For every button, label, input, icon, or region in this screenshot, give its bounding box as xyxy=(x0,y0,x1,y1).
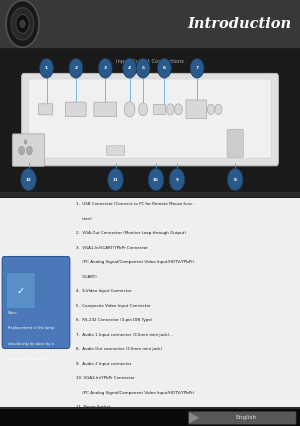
Text: 4: 4 xyxy=(128,66,131,70)
FancyBboxPatch shape xyxy=(0,51,300,194)
Polygon shape xyxy=(189,412,200,423)
Text: 10: 10 xyxy=(153,178,159,181)
Circle shape xyxy=(24,140,27,144)
Text: 2: 2 xyxy=(74,66,77,70)
FancyBboxPatch shape xyxy=(186,100,207,119)
Circle shape xyxy=(169,168,185,191)
FancyBboxPatch shape xyxy=(12,134,45,166)
Text: qualified technician.: qualified technician. xyxy=(8,357,45,361)
Circle shape xyxy=(227,168,243,191)
FancyBboxPatch shape xyxy=(154,104,166,115)
Circle shape xyxy=(40,58,53,78)
Circle shape xyxy=(11,8,34,40)
FancyBboxPatch shape xyxy=(106,146,125,155)
Text: 2.  VGA-Out Connector (Monitor Loop-through Output): 2. VGA-Out Connector (Monitor Loop-throu… xyxy=(76,231,187,235)
Circle shape xyxy=(148,168,164,191)
FancyBboxPatch shape xyxy=(227,129,243,157)
FancyBboxPatch shape xyxy=(39,104,53,115)
Circle shape xyxy=(123,58,136,78)
Circle shape xyxy=(19,146,25,155)
Text: 12: 12 xyxy=(26,178,32,181)
Text: English: English xyxy=(236,415,256,420)
Circle shape xyxy=(215,104,222,115)
Text: 6: 6 xyxy=(163,66,166,70)
Circle shape xyxy=(21,168,36,191)
Circle shape xyxy=(190,58,204,78)
Text: 7: 7 xyxy=(196,66,199,70)
Text: SCART): SCART) xyxy=(76,275,97,279)
Circle shape xyxy=(136,58,150,78)
Text: 3.  VGA1-In/SCART/YPbPr Connector: 3. VGA1-In/SCART/YPbPr Connector xyxy=(76,246,148,250)
Text: 9.  Audio 2 Input connector: 9. Audio 2 Input connector xyxy=(76,362,132,366)
Circle shape xyxy=(26,146,32,155)
Text: 11: 11 xyxy=(112,178,118,181)
FancyBboxPatch shape xyxy=(188,412,296,424)
Text: tion): tion) xyxy=(76,217,92,221)
Text: 1.  USB Connector (Connect to PC for Remote Mouse func -: 1. USB Connector (Connect to PC for Remo… xyxy=(76,202,196,206)
FancyBboxPatch shape xyxy=(0,409,300,426)
Text: Input/Output Connections: Input/Output Connections xyxy=(116,59,184,63)
Circle shape xyxy=(98,58,112,78)
FancyBboxPatch shape xyxy=(0,407,300,411)
FancyBboxPatch shape xyxy=(28,79,272,158)
Text: Introduction: Introduction xyxy=(187,17,291,31)
Text: 4.  S-Video Input Connector: 4. S-Video Input Connector xyxy=(76,289,132,293)
Circle shape xyxy=(69,58,83,78)
Circle shape xyxy=(16,14,29,33)
Circle shape xyxy=(158,58,171,78)
Text: 10. VGA2-In/YPbPr Connector: 10. VGA2-In/YPbPr Connector xyxy=(76,376,135,380)
FancyBboxPatch shape xyxy=(0,198,300,409)
FancyBboxPatch shape xyxy=(2,256,70,348)
Circle shape xyxy=(108,168,123,191)
FancyBboxPatch shape xyxy=(65,102,86,117)
FancyBboxPatch shape xyxy=(22,73,278,166)
Text: 11. Power Socket: 11. Power Socket xyxy=(76,405,111,409)
Circle shape xyxy=(167,104,174,115)
Text: Replacement of the lamp: Replacement of the lamp xyxy=(8,326,54,330)
Text: should only be done by a: should only be done by a xyxy=(8,342,54,345)
Circle shape xyxy=(207,104,214,115)
Text: (PC Analog Signal/Component Video Input/HDTV/YPbPr): (PC Analog Signal/Component Video Input/… xyxy=(76,391,195,394)
Text: 8: 8 xyxy=(234,178,237,181)
Text: 5.  Composite Video Input Connector: 5. Composite Video Input Connector xyxy=(76,304,151,308)
Circle shape xyxy=(6,0,39,47)
Text: 8.  Audio Out connector (3.5mm mini jack): 8. Audio Out connector (3.5mm mini jack) xyxy=(76,347,163,351)
Circle shape xyxy=(175,104,182,115)
Text: 7.  Audio 1 Input connector (3.5mm mini jack)...: 7. Audio 1 Input connector (3.5mm mini j… xyxy=(76,333,173,337)
Text: Note:: Note: xyxy=(8,311,18,315)
Text: 1: 1 xyxy=(45,66,48,70)
Circle shape xyxy=(139,103,148,116)
Text: (PC Analog Signal/Component Video Input/HDTV/YPbPr/: (PC Analog Signal/Component Video Input/… xyxy=(76,260,195,264)
FancyBboxPatch shape xyxy=(0,0,300,48)
Circle shape xyxy=(124,102,135,117)
Text: 6.  RS-232 Connector (3-pin DIN Type): 6. RS-232 Connector (3-pin DIN Type) xyxy=(76,318,153,322)
Text: 3: 3 xyxy=(104,66,107,70)
FancyBboxPatch shape xyxy=(0,192,300,197)
Text: 9: 9 xyxy=(176,178,178,181)
Text: 5: 5 xyxy=(142,66,145,70)
Circle shape xyxy=(20,20,25,28)
FancyBboxPatch shape xyxy=(7,273,35,309)
FancyBboxPatch shape xyxy=(94,102,117,117)
Text: ✓: ✓ xyxy=(17,286,25,296)
